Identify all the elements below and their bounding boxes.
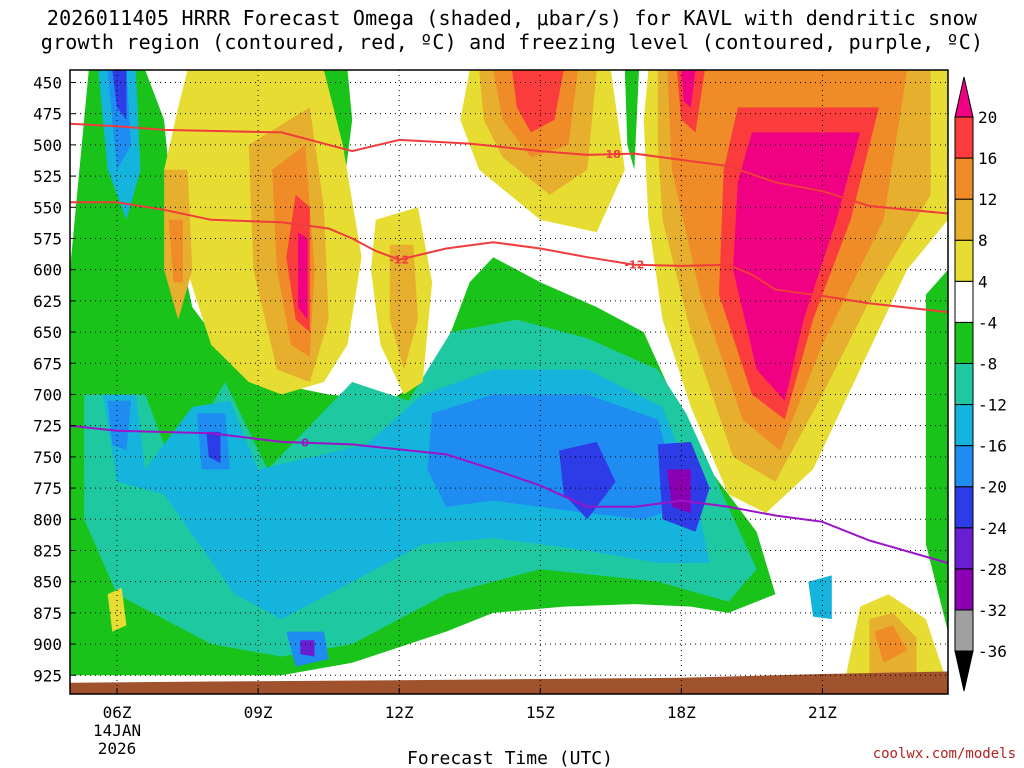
omega-region-p20 (681, 70, 696, 108)
omega-region-p8 (389, 244, 418, 370)
grid-lines (70, 70, 948, 694)
terrain-ground (70, 671, 948, 694)
x-tick-label-18Z: 18Z (667, 703, 696, 722)
y-tick-label-900: 900 (33, 635, 62, 654)
title-line-1: 2026011405 HRRR Forecast Omega (shaded, … (46, 6, 978, 30)
freezing-level-contour (70, 424, 948, 564)
colorbar-top-arrow (954, 76, 974, 118)
dsgz-contour-minus12-label: -12 (624, 259, 644, 272)
colorbar-band--28 (954, 527, 974, 570)
x-tick-label-06Z: 06Z (103, 703, 132, 722)
omega-region-n12 (808, 575, 832, 620)
colorbar-band-12 (954, 157, 974, 200)
colorbar-label-4: 4 (978, 272, 988, 291)
colorbar-label--36: -36 (978, 642, 1007, 661)
x-axis-label: Forecast Time (UTC) (407, 748, 613, 768)
colorbar-label--20: -20 (978, 478, 1007, 497)
omega-shading (70, 70, 948, 676)
y-tick-label-550: 550 (33, 198, 62, 217)
colorbar-label--32: -32 (978, 601, 1007, 620)
colorbar-label--8: -8 (978, 354, 997, 373)
y-tick-label-875: 875 (33, 604, 62, 623)
y-tick-label-650: 650 (33, 323, 62, 342)
y-tick-label-825: 825 (33, 541, 62, 560)
omega-region-p20 (733, 132, 861, 401)
x-tick-label-21Z: 21Z (808, 703, 837, 722)
omega-region-n16 (107, 400, 132, 451)
omega-region-n24 (300, 640, 315, 657)
y-tick-label-500: 500 (33, 136, 62, 155)
colorbar-band--36 (954, 609, 974, 652)
colorbar-label--24: -24 (978, 519, 1007, 538)
colorbar-label-16: 16 (978, 149, 997, 168)
title-line-2: growth region (contoured, red, ºC) and f… (40, 30, 984, 54)
y-tick-label-925: 925 (33, 666, 62, 685)
y-tick-label-850: 850 (33, 573, 62, 592)
dsgz-contour-minus18 (70, 122, 948, 215)
x-tick-date: 14JAN (93, 721, 141, 740)
y-tick-label-700: 700 (33, 385, 62, 404)
dsgz-contour-minus12 (70, 201, 948, 314)
terrain-layer (70, 671, 948, 694)
colorbar-label--12: -12 (978, 396, 1007, 415)
colorbar-band--4 (954, 280, 974, 323)
colorbar-band-8 (954, 198, 974, 241)
colorbar-label-8: 8 (978, 231, 988, 250)
chart-title: 2026011405 HRRR Forecast Omega (shaded, … (0, 6, 1024, 54)
colorbar-band--8 (954, 321, 974, 364)
colorbar-band--20 (954, 445, 974, 488)
y-tick-label-800: 800 (33, 510, 62, 529)
colorbar-band--24 (954, 486, 974, 529)
plot-frame (69, 69, 949, 695)
omega-region-n4 (925, 269, 948, 632)
y-tick-label-575: 575 (33, 229, 62, 248)
y-axis: 450 475 500 525 550 575 600 625 650 675 700 725 750 7… (33, 73, 76, 685)
y-tick-label-475: 475 (33, 105, 62, 124)
x-tick-label-15Z: 15Z (526, 703, 555, 722)
colorbar-band--16 (954, 404, 974, 447)
colorbar-label-12: 12 (978, 190, 997, 209)
freezing-level-contour-label: 0 (301, 437, 309, 450)
x-tick-label-12Z: 12Z (385, 703, 414, 722)
y-tick-label-625: 625 (33, 292, 62, 311)
omega-region-p12 (168, 219, 183, 283)
y-tick-label-675: 675 (33, 354, 62, 373)
y-tick-label-525: 525 (33, 167, 62, 186)
x-tick-year: 2026 (98, 739, 137, 758)
colorbar-bottom-arrow (954, 650, 974, 692)
y-tick-label-600: 600 (33, 261, 62, 280)
y-tick-label-750: 750 (33, 448, 62, 467)
omega-region-p4 (107, 587, 127, 632)
credit-link[interactable]: coolwx.com/models (873, 746, 1016, 762)
y-tick-label-450: 450 (33, 73, 62, 92)
colorbar-label--16: -16 (978, 437, 1007, 456)
omega-region-n20 (206, 431, 221, 464)
x-tick-label-09Z: 09Z (244, 703, 273, 722)
colorbar-label-20: 20 (978, 108, 997, 127)
y-tick-label-725: 725 (33, 417, 62, 436)
colorbar-band--12 (954, 362, 974, 406)
colorbar-band--32 (954, 568, 974, 611)
colorbar-label--28: -28 (978, 560, 1007, 579)
dsgz-contour-minus12-label: -12 (389, 254, 409, 267)
colorbar-band-4 (954, 239, 974, 282)
colorbar-band-16 (954, 116, 974, 159)
contours-layer: -18 -12 -12 0 (70, 122, 948, 564)
colorbar-label--4: -4 (978, 313, 997, 332)
colorbar: 20 16 12 8 4 -4 -8 -12 -16 -20 -24 -28 -32 -36 (954, 76, 1007, 692)
omega-region-p16 (512, 70, 564, 133)
omega-region-p20 (298, 232, 308, 320)
y-tick-label-775: 775 (33, 479, 62, 498)
dsgz-contour-minus18-label: -18 (601, 148, 621, 161)
